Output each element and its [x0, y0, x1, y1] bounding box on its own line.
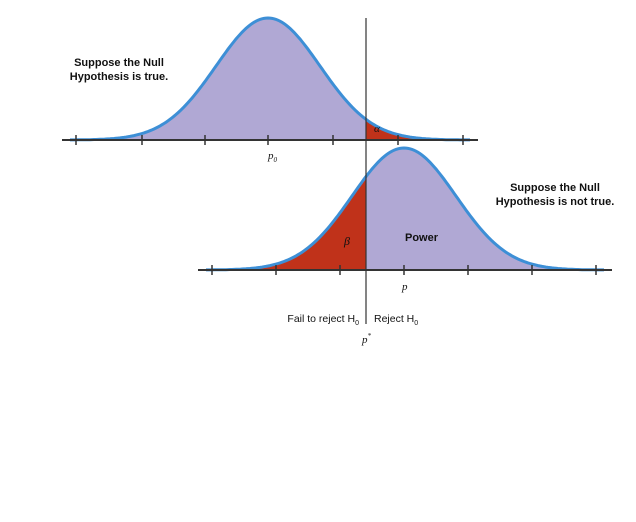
null-true-caption-line2: Hypothesis is true. [70, 71, 168, 83]
alternative-distribution [198, 146, 612, 275]
alpha-region [366, 119, 470, 140]
alternative-curve-fill [206, 148, 604, 270]
reject-label: Reject H0 [374, 313, 418, 327]
alternative-mean-label: p [401, 281, 408, 293]
null-distribution [62, 16, 478, 145]
null-axis-ticks [75, 135, 464, 145]
alternative-curve-line [206, 146, 604, 272]
null-mean-label: p0 [267, 150, 278, 164]
null-false-caption-line1: Suppose the Null [510, 182, 600, 194]
null-curve-line [70, 16, 470, 142]
power-label: Power [405, 232, 439, 244]
null-false-caption-line2: Hypothesis is not true. [496, 196, 615, 208]
fail-to-reject-label: Fail to reject H0 [287, 313, 359, 327]
alternative-axis-ticks [211, 265, 597, 275]
beta-region [206, 176, 366, 270]
null-curve-fill [70, 18, 470, 140]
critical-value-label: p* [361, 332, 372, 346]
alpha-label: α [374, 123, 380, 135]
beta-label: β [343, 234, 350, 248]
null-true-caption-line1: Suppose the Null [74, 57, 164, 69]
